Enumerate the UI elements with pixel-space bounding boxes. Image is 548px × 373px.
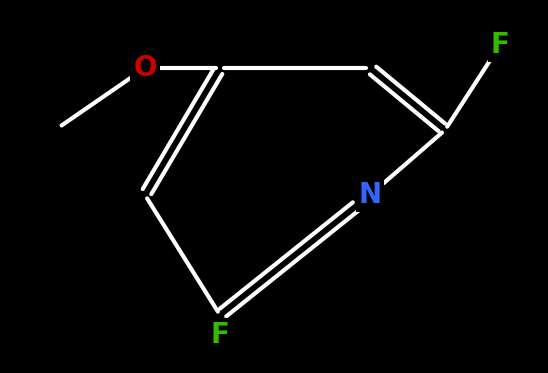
Text: F: F xyxy=(490,31,510,59)
Text: N: N xyxy=(358,181,381,209)
Text: O: O xyxy=(133,54,157,82)
Text: F: F xyxy=(210,321,230,349)
